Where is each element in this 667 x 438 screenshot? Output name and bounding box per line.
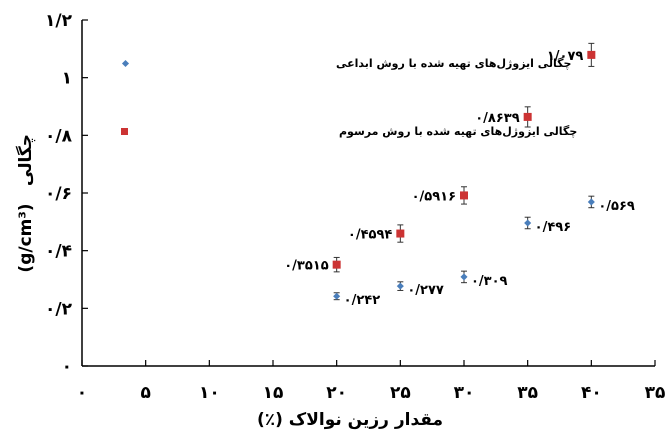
- x-tick-label: ۵: [140, 383, 150, 403]
- data-label: ۱/۰۷۹: [547, 49, 584, 64]
- data-label: ۰/۵۹۱۶: [412, 189, 456, 204]
- legend-marker-diamond: [121, 59, 130, 68]
- y-tick-label: ۰/۲: [45, 299, 73, 319]
- x-axis-title: مقدار رزین نوالاک (٪): [257, 410, 443, 430]
- x-tick-label: ۰: [77, 383, 87, 403]
- data-point: [460, 273, 468, 281]
- legend-label-novel: چگالی ایزوژل‌های تهیه شده با روش ابداعی: [336, 57, 572, 70]
- data-point: [524, 219, 532, 227]
- data-label: ۰/۲۷۷: [407, 283, 444, 298]
- data-point: [460, 191, 468, 200]
- y-axis-ticks: ۰ ۰/۲ ۰/۴ ۰/۶ ۰/۸ ۱ ۱/۲: [45, 11, 88, 377]
- x-tick-label: ۲۵: [390, 383, 411, 403]
- data-point: [523, 112, 532, 121]
- data-point: [396, 229, 405, 238]
- x-axis-ticks: ۰ ۵ ۱۰ ۱۵ ۲۰ ۲۵ ۳۰ ۳۵ ۴۰ ۳۵: [77, 360, 666, 403]
- series-novel-method: ۰/۲۴۲ ۰/۲۷۷ ۰/۳۰۹ ۰/۴۹۶ ۰/۵۶۹: [333, 195, 635, 308]
- y-axis-title-unit: (g/cm³): [16, 203, 36, 272]
- x-tick-label: ۳۵: [645, 383, 666, 403]
- legend-marker-square: [121, 128, 128, 135]
- data-label: ۰/۸۶۳۹: [475, 111, 519, 126]
- data-point: [333, 292, 341, 300]
- y-axis-title-fa: چگالی: [15, 134, 36, 186]
- x-tick-label: ۱۵: [263, 383, 284, 403]
- data-label: ۰/۳۰۹: [471, 274, 508, 289]
- data-point: [587, 50, 596, 59]
- legend: چگالی ایزوژل‌های تهیه شده با روش ابداعی …: [121, 57, 577, 138]
- axes: [81, 20, 655, 367]
- y-tick-label: ۱: [62, 69, 72, 89]
- series-layer: ۰/۲۴۲ ۰/۲۷۷ ۰/۳۰۹ ۰/۴۹۶ ۰/۵۶۹ ۰/۳۵۱۵ ۰/۴۵۹۴ ۰/۵…: [284, 42, 635, 308]
- data-point: [396, 282, 404, 290]
- y-tick-label: ۱/۲: [45, 11, 73, 31]
- data-label: ۰/۲۴۲: [344, 293, 381, 308]
- x-tick-label: ۴۰: [581, 383, 602, 403]
- x-tick-label: ۲۰: [326, 383, 347, 403]
- x-tick-label: ۳۰: [454, 383, 475, 403]
- y-tick-label: ۰/۸: [45, 126, 73, 146]
- legend-item-conventional: چگالی ایزوژل‌های تهیه شده با روش مرسوم: [121, 125, 577, 138]
- x-tick-label: ۱۰: [199, 383, 220, 403]
- legend-item-novel: چگالی ایزوژل‌های تهیه شده با روش ابداعی: [121, 57, 572, 70]
- data-label: ۰/۵۶۹: [598, 199, 635, 214]
- data-label: ۰/۳۵۱۵: [284, 259, 328, 274]
- data-label: ۰/۴۹۶: [535, 220, 572, 235]
- y-tick-label: ۰/۶: [45, 184, 72, 204]
- data-label: ۰/۴۵۹۴: [348, 228, 392, 243]
- y-tick-label: ۰: [62, 357, 72, 377]
- data-point: [332, 260, 341, 269]
- data-point: [587, 198, 595, 206]
- series-conventional-method: ۰/۳۵۱۵ ۰/۴۵۹۴ ۰/۵۹۱۶ ۰/۸۶۳۹ ۱/۰۷۹: [284, 42, 596, 274]
- y-axis-title: چگالی (g/cm³): [15, 134, 36, 273]
- x-tick-label: ۳۵: [517, 383, 538, 403]
- legend-label-conventional: چگالی ایزوژل‌های تهیه شده با روش مرسوم: [339, 125, 577, 138]
- y-tick-label: ۰/۴: [45, 242, 72, 262]
